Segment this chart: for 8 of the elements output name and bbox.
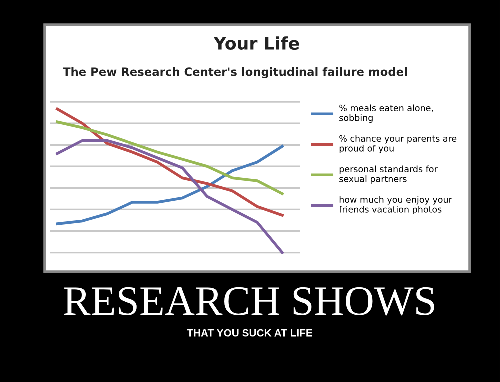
text: RESEARCH SHOWS	[64, 287, 434, 316]
legend-label: % meals eaten alone, sobbing	[340, 104, 434, 123]
legend-label: how much you enjoy your friends vacation photos	[339, 196, 452, 215]
chart-subtitle: The Pew Research Center's longitudinal failure model	[63, 67, 407, 79]
legend-label: % chance your parents are proud of you	[340, 135, 457, 154]
chart-title: Your Life	[214, 36, 300, 50]
text: THAT YOU SUCK AT LIFE	[187, 329, 312, 337]
legend-label: personal standards for sexual partners	[340, 166, 438, 184]
